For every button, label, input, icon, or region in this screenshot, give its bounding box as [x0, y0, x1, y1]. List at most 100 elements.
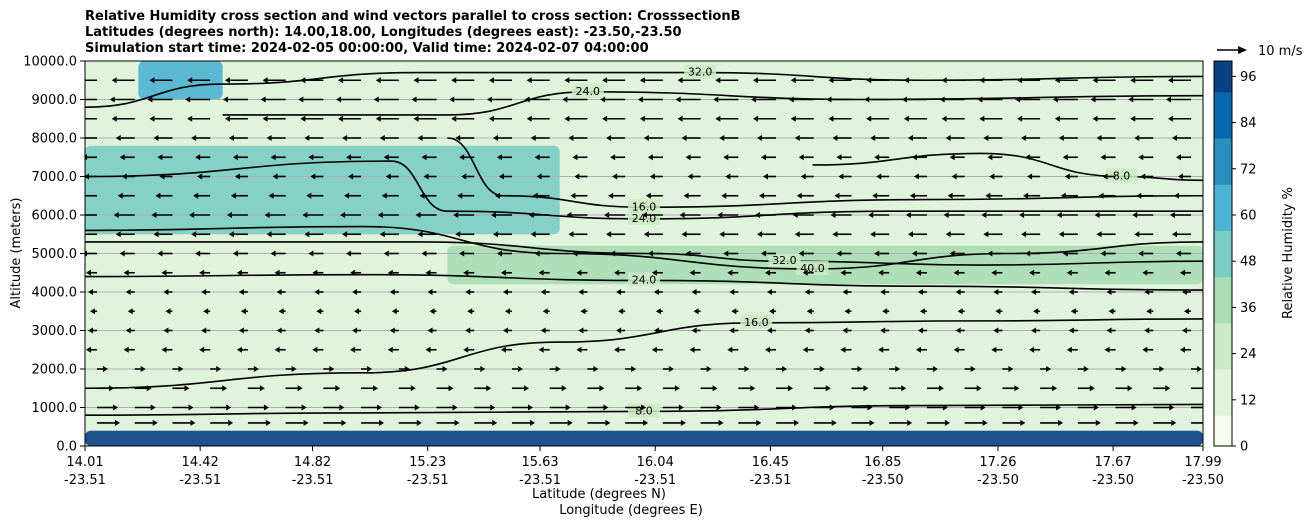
wind-vector-head-18-18	[794, 419, 800, 426]
wind-vector-head-15-11	[517, 366, 523, 372]
wind-vector-head-0-0	[74, 77, 79, 83]
wind-vector-head-15-2	[178, 366, 184, 372]
x-axis-label-lon: Longitude (degrees E)	[559, 503, 703, 518]
wind-vector-head-17-25	[1056, 404, 1062, 411]
wind-vector-head-1-6	[298, 96, 304, 103]
wind-vector-head-8-0	[78, 231, 83, 237]
wind-vector-head-17-9	[452, 404, 458, 411]
wind-vector-head-18-5	[303, 419, 309, 426]
wind-vector-head-0-26	[1054, 77, 1060, 84]
wind-vector-head-15-13	[593, 366, 599, 372]
wind-vector-head-16-29	[1203, 385, 1208, 391]
colorbar-tick-label-0: 0	[1240, 440, 1248, 455]
wind-vector-head-12-24	[995, 308, 1001, 315]
wind-vector-head-18-14	[643, 419, 649, 426]
wind-vector-head-18-9	[454, 419, 460, 426]
colorbar-step-15	[1214, 199, 1232, 216]
wind-vector-head-3-15	[643, 135, 649, 141]
wind-vector-head-13-28	[1144, 327, 1150, 334]
wind-vector-head-4-20	[836, 154, 842, 161]
wind-vector-head-4-28	[1138, 154, 1144, 161]
wind-vector-head-2-15	[639, 115, 645, 122]
wind-vector-head-1-29	[1166, 96, 1171, 103]
wind-vector-head-4-8	[383, 154, 389, 161]
wind-vector-head-10-11	[500, 269, 506, 276]
wind-vector-head-5-12	[536, 173, 542, 180]
wind-vector-head-16-5	[297, 385, 303, 392]
wind-vector-head-2-9	[413, 115, 419, 122]
wind-vector-head-10-23	[953, 269, 959, 276]
wind-vector-head-12-14	[618, 308, 624, 315]
contour-label-9: 8.0	[1113, 170, 1131, 183]
wind-vector-head-17-5	[301, 404, 307, 411]
wind-vector-head-15-25	[1046, 366, 1052, 372]
y-axis-label: Altitude (meters)	[9, 198, 24, 309]
colorbar-tick-label-6: 72	[1240, 162, 1257, 177]
wind-vector-head-18-28	[1171, 419, 1177, 426]
wind-vector-head-7-2	[151, 212, 157, 218]
wind-vector-head-17-28	[1169, 404, 1175, 411]
wind-vector-head-14-2	[161, 346, 167, 353]
wind-vector-head-14-5	[274, 346, 280, 353]
wind-vector-head-9-9	[421, 250, 427, 257]
wind-vector-head-12-23	[957, 308, 963, 315]
colorbar-tick-label-8: 96	[1240, 70, 1257, 85]
wind-vector-head-1-4	[222, 96, 228, 103]
wind-vector-head-17-1	[150, 404, 156, 411]
colorbar-step-24	[1214, 61, 1232, 77]
wind-vector-head-17-0	[113, 404, 118, 411]
wind-vector-head-17-20	[867, 404, 873, 411]
wind-vector-head-14-4	[236, 346, 242, 353]
wind-vector-head-6-0	[80, 193, 85, 199]
wind-vector-head-10-12	[538, 269, 544, 276]
wind-vector-head-5-14	[612, 173, 618, 180]
wind-vector-head-6-22	[909, 192, 915, 199]
wind-vector-head-15-9	[442, 366, 448, 372]
wind-vector-head-8-18	[757, 231, 763, 238]
wind-vector-head-15-28	[1159, 366, 1165, 372]
wind-vectors	[74, 77, 1208, 426]
wind-vector-head-9-13	[572, 250, 578, 257]
wind-vector-head-13-5	[276, 327, 282, 334]
colorbar-tick-label-2: 24	[1240, 347, 1257, 362]
wind-vector-head-12-8	[391, 308, 397, 315]
colorbar-step-7	[1214, 322, 1232, 339]
wind-vector-head-9-19	[798, 250, 804, 257]
x-tick-lon-5: -23.51	[634, 473, 676, 488]
wind-vector-head-16-12	[561, 385, 567, 392]
wind-vector-head-5-0	[85, 173, 89, 180]
x-tick-lat-1: 14.42	[182, 455, 219, 470]
wind-vector-head-10-20	[840, 269, 846, 276]
wind-vector-head-3-25	[1021, 135, 1027, 141]
wind-vector-head-2-29	[1168, 115, 1173, 122]
wind-vector-head-16-8	[410, 385, 416, 392]
wind-vector-head-5-16	[687, 173, 693, 180]
wind-vector-head-9-23	[949, 250, 955, 257]
wind-vector-head-7-18	[755, 212, 761, 218]
wind-vector-head-13-7	[352, 327, 358, 334]
wind-vector-head-14-1	[123, 346, 129, 353]
wind-vector-head-3-16	[681, 135, 687, 141]
x-tick-lat-3: 15.23	[409, 455, 446, 470]
wind-vector-head-13-10	[465, 327, 471, 334]
wind-vector-head-3-17	[719, 135, 725, 141]
wind-vector-head-16-20	[863, 385, 869, 392]
wind-vector-head-12-6	[316, 308, 322, 315]
wind-vector-head-2-17	[715, 115, 721, 122]
wind-vector-head-17-24	[1018, 404, 1024, 411]
wind-vector-head-3-21	[870, 135, 876, 141]
wind-vector-head-2-7	[338, 115, 344, 122]
wind-vector-head-9-7	[346, 250, 352, 257]
humidity-region-4	[587, 80, 1203, 215]
wind-vector-head-4-1	[119, 154, 125, 161]
wind-vector-head-2-3	[187, 115, 193, 122]
wind-vector-head-10-7	[350, 269, 356, 276]
wind-vector-head-5-27	[1102, 173, 1108, 180]
wind-vector-head-0-6	[300, 77, 306, 84]
wind-vector-head-11-25	[1031, 289, 1037, 295]
wind-vector-head-8-7	[342, 231, 348, 238]
wind-vector-head-4-13	[572, 154, 578, 161]
humidity-region-2	[531, 215, 1203, 389]
wind-vector-head-7-10	[453, 212, 459, 218]
wind-vector-head-14-6	[312, 346, 318, 353]
